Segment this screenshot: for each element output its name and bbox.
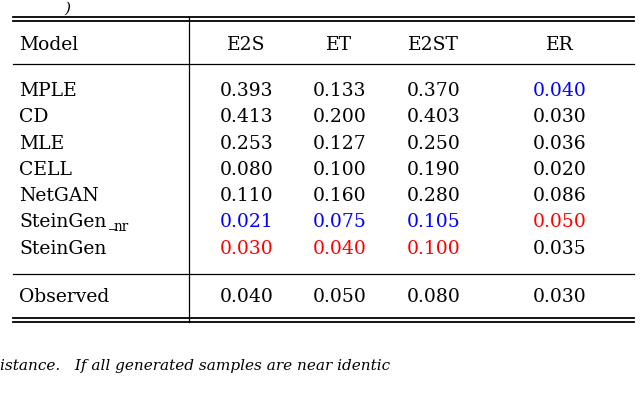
- Text: 0.393: 0.393: [220, 82, 273, 100]
- Text: 0.190: 0.190: [407, 160, 460, 178]
- Text: 0.050: 0.050: [533, 213, 587, 231]
- Text: 0.110: 0.110: [220, 187, 273, 205]
- Text: SteinGen: SteinGen: [19, 213, 107, 231]
- Text: 0.280: 0.280: [406, 187, 461, 205]
- Text: 0.370: 0.370: [407, 82, 460, 100]
- Text: 0.105: 0.105: [407, 213, 460, 231]
- Text: ER: ER: [546, 36, 574, 53]
- Text: NetGAN: NetGAN: [19, 187, 99, 205]
- Text: istance.   If all generated samples are near identic: istance. If all generated samples are ne…: [0, 358, 390, 372]
- Text: 0.021: 0.021: [220, 213, 273, 231]
- Text: 0.020: 0.020: [533, 160, 587, 178]
- Text: 0.035: 0.035: [533, 239, 587, 257]
- Text: 0.040: 0.040: [533, 82, 587, 100]
- Text: 0.160: 0.160: [312, 187, 366, 205]
- Text: 0.100: 0.100: [312, 160, 366, 178]
- Text: nr: nr: [114, 220, 129, 234]
- Text: ET: ET: [326, 36, 352, 53]
- Text: 0.080: 0.080: [406, 287, 461, 305]
- Text: ): ): [64, 1, 70, 15]
- Text: CD: CD: [19, 108, 49, 126]
- Text: Model: Model: [19, 36, 78, 53]
- Text: 0.040: 0.040: [220, 287, 273, 305]
- Text: 0.075: 0.075: [312, 213, 366, 231]
- Text: CELL: CELL: [19, 160, 72, 178]
- Text: 0.127: 0.127: [312, 134, 366, 152]
- Text: SteinGen: SteinGen: [19, 239, 107, 257]
- Text: E2S: E2S: [227, 36, 266, 53]
- Text: 0.030: 0.030: [220, 239, 273, 257]
- Text: 0.403: 0.403: [407, 108, 460, 126]
- Text: MLE: MLE: [19, 134, 65, 152]
- Text: 0.133: 0.133: [312, 82, 366, 100]
- Text: 0.080: 0.080: [220, 160, 273, 178]
- Text: 0.100: 0.100: [407, 239, 460, 257]
- Text: 0.030: 0.030: [533, 287, 587, 305]
- Text: 0.050: 0.050: [312, 287, 366, 305]
- Text: Observed: Observed: [19, 287, 109, 305]
- Text: 0.200: 0.200: [312, 108, 366, 126]
- Text: 0.250: 0.250: [406, 134, 461, 152]
- Text: 0.413: 0.413: [220, 108, 273, 126]
- Text: MPLE: MPLE: [19, 82, 77, 100]
- Text: 0.253: 0.253: [220, 134, 273, 152]
- Text: 0.036: 0.036: [533, 134, 587, 152]
- Text: 0.040: 0.040: [312, 239, 366, 257]
- Text: E2ST: E2ST: [408, 36, 459, 53]
- Text: 0.030: 0.030: [533, 108, 587, 126]
- Text: _: _: [109, 213, 117, 230]
- Text: 0.086: 0.086: [533, 187, 587, 205]
